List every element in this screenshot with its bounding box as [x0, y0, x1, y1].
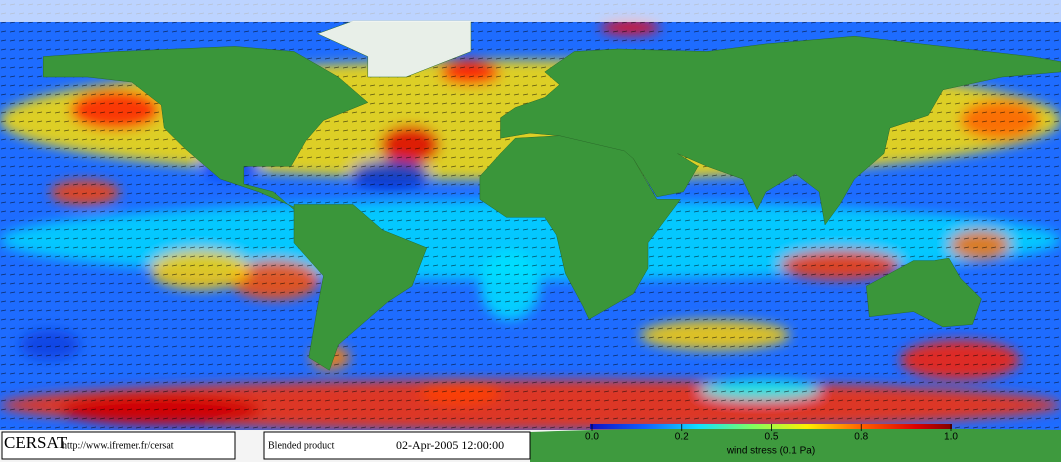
product-box [263, 431, 531, 460]
arctic-ice [0, 0, 1061, 22]
credit-box [1, 431, 236, 460]
antarctica [530, 427, 1061, 462]
brand: CERSAT [4, 433, 68, 452]
colorbar-tick-label: 0.0 [585, 432, 599, 443]
eurasia [500, 35, 1061, 226]
date: 02-Apr-2005 12:00:00 [396, 438, 504, 452]
land [0, 0, 1061, 371]
colorbar [590, 424, 952, 429]
colorbar-tick-label: 0.5 [765, 432, 779, 443]
url: http://www.ifremer.fr/cersat [62, 440, 174, 451]
australia [866, 257, 982, 328]
colorbar-label: wind stress (0.1 Pa) [726, 446, 815, 457]
product: Blended product [268, 440, 335, 451]
colorbar-tick-label: 0.2 [675, 432, 689, 443]
colorbar-tick-label: 1.0 [944, 432, 958, 443]
north-america [42, 46, 369, 210]
south-america [293, 204, 428, 371]
colorbar-tick-label: 0.8 [854, 432, 868, 443]
africa [479, 135, 681, 320]
